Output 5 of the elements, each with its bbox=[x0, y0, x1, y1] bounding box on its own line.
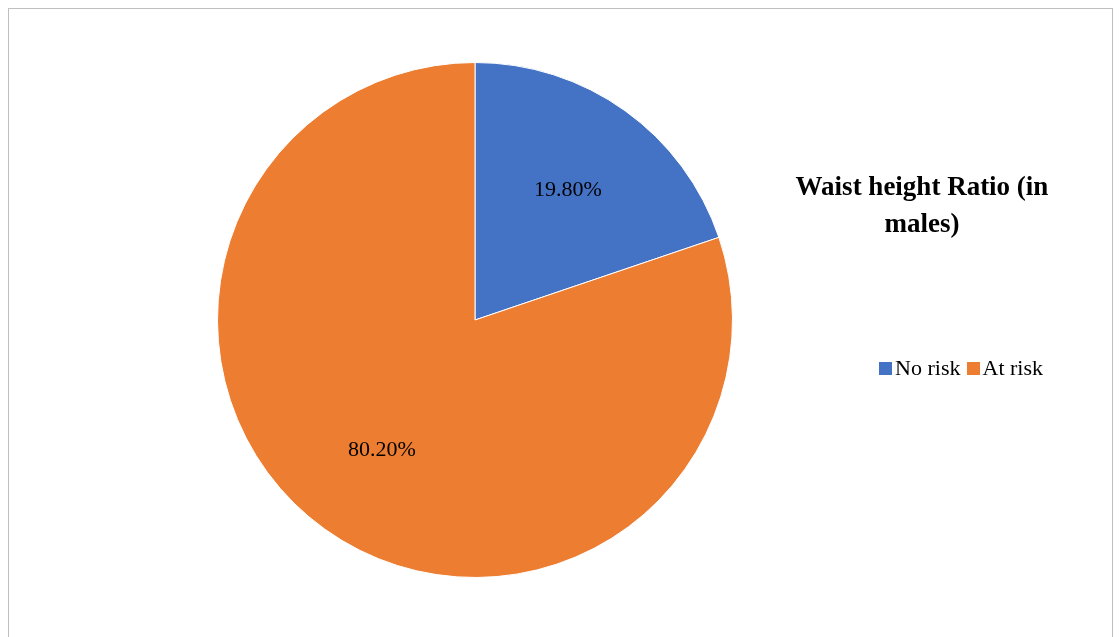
text: Waist height Ratio (in males) bbox=[794, 170, 1050, 240]
legend-label: At risk bbox=[982, 355, 1043, 381]
legend-label: No risk bbox=[895, 355, 961, 381]
data-label: 19.80% bbox=[534, 176, 602, 202]
data-label: 80.20% bbox=[348, 435, 416, 461]
